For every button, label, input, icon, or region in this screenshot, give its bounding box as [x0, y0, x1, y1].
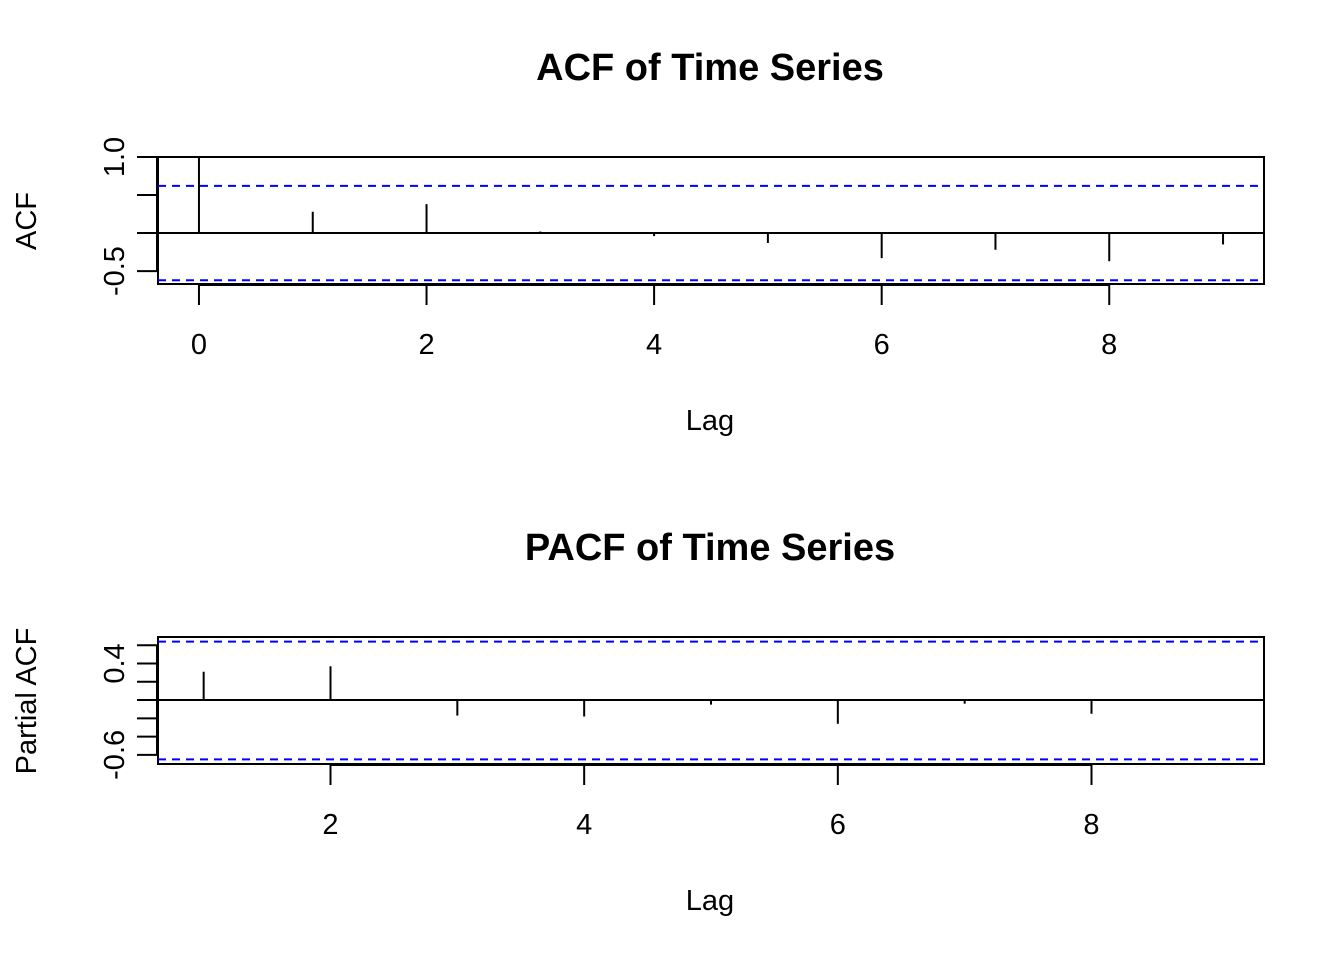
pacf-y-axis-label: Partial ACF	[11, 628, 43, 775]
acf-y-axis-label: ACF	[11, 192, 43, 250]
acf-plot-area: 0 2 4 6 8 1.0 -0.5	[99, 137, 1265, 361]
acf-plot-frame	[157, 156, 1265, 285]
pacf-y-tick-label-1: 0.4	[99, 643, 131, 683]
pacf-y-tick-label-6: -0.6	[99, 730, 131, 780]
pacf-x-tick-label-6: 6	[830, 809, 846, 841]
acf-chart-title: ACF of Time Series	[536, 47, 884, 89]
acf-x-tick-label-2: 2	[418, 329, 434, 361]
acf-y-tick-label-3: -0.5	[99, 246, 131, 296]
pacf-x-tick-label-2: 2	[322, 809, 338, 841]
acf-x-tick-label-0: 0	[191, 329, 207, 361]
acf-x-tick-label-8: 8	[1101, 329, 1117, 361]
pacf-chart-title: PACF of Time Series	[525, 527, 895, 569]
acf-y-tick-label-0: 1.0	[99, 137, 131, 177]
acf-x-tick-label-6: 6	[874, 329, 890, 361]
acf-x-tick-label-4: 4	[646, 329, 662, 361]
pacf-x-axis-label: Lag	[686, 885, 734, 917]
pacf-panel: PACF of Time Series Lag Partial ACF 2 4 6 8…	[11, 527, 1265, 917]
pacf-x-tick-label-8: 8	[1083, 809, 1099, 841]
pacf-plot-area: 2 4 6 8 0.4 -0.6	[99, 636, 1265, 841]
acf-panel: ACF of Time Series Lag ACF 0 2 4 6 8 1.0 -0.5	[11, 47, 1265, 437]
pacf-x-tick-label-4: 4	[576, 809, 592, 841]
acf-x-axis-label: Lag	[686, 405, 734, 437]
